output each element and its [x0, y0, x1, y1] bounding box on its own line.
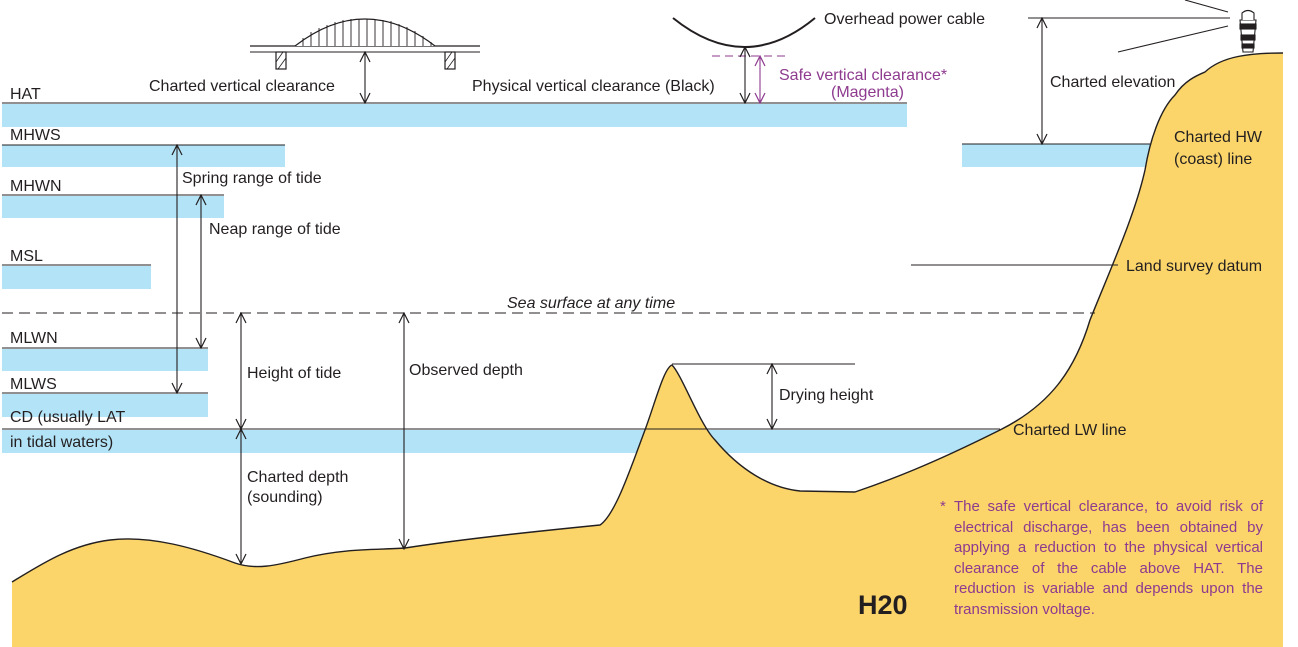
charted-depth-label-line2: (sounding)	[247, 489, 323, 506]
hat-label: HAT	[10, 86, 41, 103]
height-of-tide-label: Height of tide	[247, 365, 341, 382]
charted-elevation-label: Charted elevation	[1050, 74, 1175, 91]
mlws-label: MLWS	[10, 376, 57, 393]
cd-strip	[2, 430, 1012, 453]
overhead-power-cable	[672, 17, 816, 48]
lighthouse-icon	[1117, 0, 1257, 53]
water-strips	[2, 104, 1162, 453]
charted-lw-line-label: Charted LW line	[1013, 422, 1127, 439]
footnote-text: The safe vertical clearance, to avoid ri…	[954, 498, 1263, 618]
mhwn-strip	[2, 196, 224, 218]
bridge	[250, 18, 480, 70]
figure-code: H20	[858, 590, 908, 620]
msl-label: MSL	[10, 248, 43, 265]
mhws-strip	[2, 145, 285, 167]
safe-vertical-clearance-label: Safe vertical clearance*	[779, 67, 947, 84]
seabed-land-mass	[12, 53, 1283, 647]
sea-surface-label: Sea surface at any time	[507, 295, 675, 312]
level-lines	[2, 17, 1230, 430]
footnote: * The safe vertical clearance, to avoid …	[940, 497, 1263, 621]
observed-depth-label: Observed depth	[409, 362, 523, 379]
neap-range-label: Neap range of tide	[209, 221, 341, 238]
footnote-marker: *	[940, 498, 946, 515]
dimension-arrows	[177, 18, 1042, 564]
annotation-labels: Charted vertical clearance Physical vert…	[149, 11, 1263, 506]
hat-strip	[2, 104, 907, 127]
charted-hw-label-line2: (coast) line	[1174, 151, 1252, 168]
mhwn-label: MHWN	[10, 178, 62, 195]
charted-hw-label-line1: Charted HW	[1174, 129, 1263, 146]
cd-label-line2: in tidal waters)	[10, 434, 113, 451]
mlwn-strip	[2, 349, 208, 371]
charted-vertical-clearance-label: Charted vertical clearance	[149, 78, 335, 95]
mlwn-label: MLWN	[10, 330, 58, 347]
mhws-label: MHWS	[10, 127, 61, 144]
safe-vertical-clearance-sublabel: (Magenta)	[831, 84, 904, 101]
spring-range-label: Spring range of tide	[182, 170, 322, 187]
charted-hw-strip	[962, 144, 1162, 167]
seabed-outline	[11, 52, 1284, 583]
cd-label-line1: CD (usually LAT	[10, 409, 126, 426]
mlws-strip	[2, 394, 208, 417]
drying-height-label: Drying height	[779, 387, 874, 404]
land-survey-datum-label: Land survey datum	[1126, 258, 1262, 275]
level-labels: HAT MHWS MHWN MSL MLWN MLWS CD (usually …	[10, 86, 126, 451]
physical-vertical-clearance-label: Physical vertical clearance (Black)	[472, 78, 715, 95]
msl-strip	[2, 266, 151, 289]
overhead-power-cable-label: Overhead power cable	[824, 11, 985, 28]
charted-depth-label-line1: Charted depth	[247, 469, 348, 486]
